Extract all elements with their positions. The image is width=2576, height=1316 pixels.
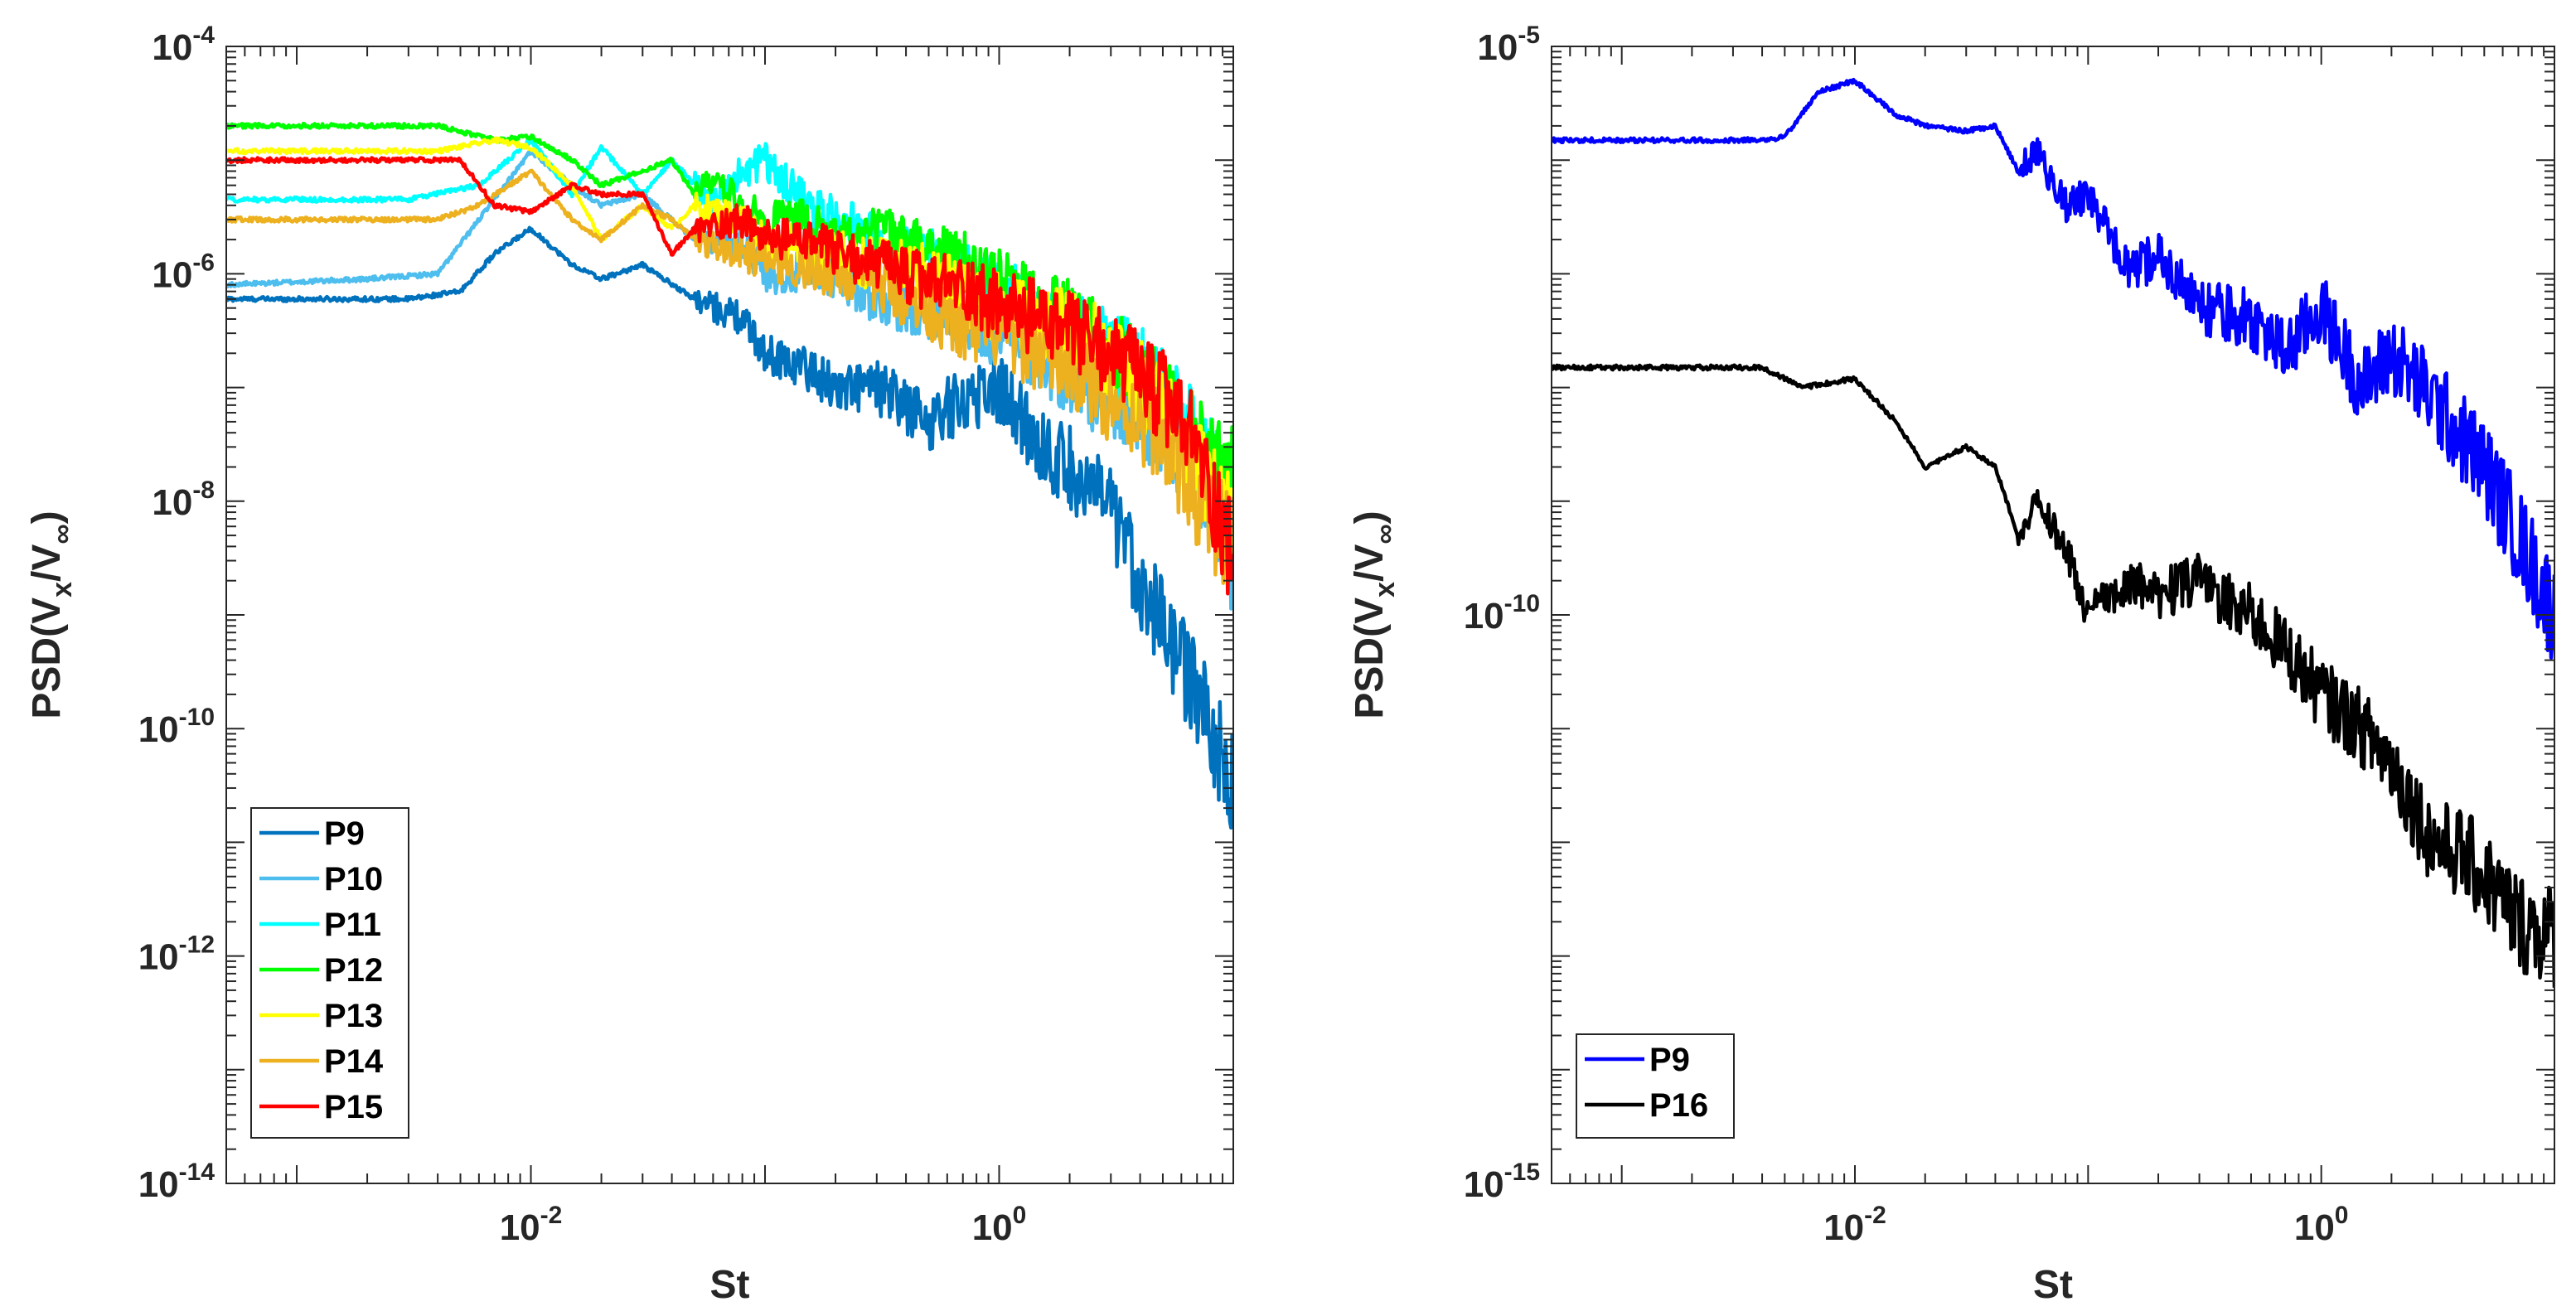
legend-label-p9: P9: [324, 815, 365, 852]
y-tick-label: 10-5: [1477, 22, 1540, 68]
y-axis-title-sub2: ∞: [1369, 524, 1401, 544]
x-tick-label: 100: [972, 1202, 1027, 1248]
y-tick-label: 10-12: [138, 931, 215, 978]
y-tick-label-exp: -4: [192, 22, 215, 49]
y-tick-label-exp: -8: [192, 477, 215, 504]
y-minor-ticks: [1552, 46, 2554, 1184]
y-minor-ticks: [226, 46, 1233, 1184]
y-tick-label: 10-14: [138, 1159, 215, 1205]
x-axis-title: St: [2033, 1263, 2073, 1307]
y-tick-label-base: 10: [1464, 1164, 1504, 1205]
legend-label-p16: P16: [1649, 1087, 1708, 1124]
y-tick-label-base: 10: [1477, 27, 1518, 68]
legend: P9 P10 P11 P12 P13 P14 P15: [250, 807, 409, 1139]
y-tick-label: 10-15: [1464, 1159, 1540, 1205]
y-tick-label-exp: -10: [179, 704, 215, 731]
legend-label-p12: P12: [324, 952, 383, 989]
y-axis-title: PSD(Vx/V∞): [1348, 510, 1401, 718]
y-tick-label-exp: -5: [1518, 22, 1540, 49]
legend-label-p15: P15: [324, 1089, 383, 1125]
plot-area: [1552, 46, 2554, 1183]
legend-box: [250, 807, 409, 1139]
y-tick-label-base: 10: [138, 709, 179, 750]
chart-panel-left: 10-2 10010-410-610-810-1010-1210-14StPSD(…: [25, 22, 1234, 1307]
y-tick-label: 10-6: [152, 249, 215, 295]
series-line-p14: [226, 168, 1233, 585]
x-tick-label: 10-2: [1823, 1202, 1886, 1248]
x-tick-label-base: 10: [972, 1207, 1013, 1248]
x-tick-label-exp: 0: [1013, 1202, 1027, 1229]
y-axis-title-mid: /V: [25, 544, 69, 582]
x-tick-label-exp: -2: [1864, 1202, 1886, 1229]
series-line-p15: [226, 156, 1233, 596]
x-tick-label-exp: 0: [2335, 1202, 2349, 1229]
y-axis-title: PSD(Vx/V∞): [25, 510, 78, 718]
y-tick-label: 10-10: [138, 704, 215, 750]
x-tick-label-base: 10: [2294, 1207, 2335, 1248]
y-tick-label: 10-4: [152, 22, 215, 68]
x-tick-label: 100: [2294, 1202, 2349, 1248]
y-axis-title-end: ): [25, 510, 69, 524]
y-tick-label-exp: -10: [1504, 590, 1540, 617]
series-line-p9: [1552, 77, 2554, 660]
legend-label-p9: P9: [1649, 1042, 1690, 1078]
y-tick-label-exp: -12: [179, 931, 215, 959]
x-axis-title: St: [710, 1263, 750, 1307]
y-tick-label-base: 10: [138, 937, 179, 978]
y-axis-title-end: ): [1348, 510, 1392, 524]
y-axis-title-base: PSD(V: [25, 598, 69, 719]
series-line-p16: [1552, 363, 2554, 988]
legend-box: [1576, 1033, 1735, 1139]
y-tick-label: 10-8: [152, 477, 215, 523]
x-tick-label: 10-2: [500, 1202, 563, 1248]
legend-label-p11: P11: [324, 907, 381, 943]
legend-label-p13: P13: [324, 998, 383, 1034]
series-line-p9: [226, 225, 1233, 830]
y-axis-title-sub1: x: [1369, 582, 1401, 598]
y-axis-title-sub1: x: [46, 582, 78, 598]
x-tick-label-base: 10: [1823, 1207, 1864, 1248]
y-tick-label: 10-10: [1464, 590, 1540, 636]
y-tick-label-exp: -15: [1504, 1159, 1540, 1186]
y-tick-label-exp: -6: [192, 249, 215, 276]
x-minor-ticks: [1551, 46, 2555, 1183]
y-tick-label-base: 10: [1464, 596, 1504, 636]
y-axis-title-mid: /V: [1348, 544, 1392, 582]
legend-label-p14: P14: [324, 1043, 384, 1080]
series-group: [1552, 77, 2554, 988]
y-axis-title-base: PSD(V: [1348, 598, 1392, 719]
y-tick-label-base: 10: [138, 1164, 179, 1205]
y-tick-label-base: 10: [152, 482, 192, 523]
x-tick-label-exp: -2: [540, 1202, 563, 1229]
legend-label-p10: P10: [324, 861, 383, 897]
x-minor-ticks: [225, 46, 1234, 1183]
y-axis-title-sub2: ∞: [46, 524, 78, 544]
y-tick-label-base: 10: [152, 27, 192, 68]
series-group: [226, 121, 1233, 830]
y-tick-label-base: 10: [152, 254, 192, 295]
y-tick-label-exp: -14: [179, 1159, 215, 1186]
x-tick-label-base: 10: [500, 1207, 540, 1248]
